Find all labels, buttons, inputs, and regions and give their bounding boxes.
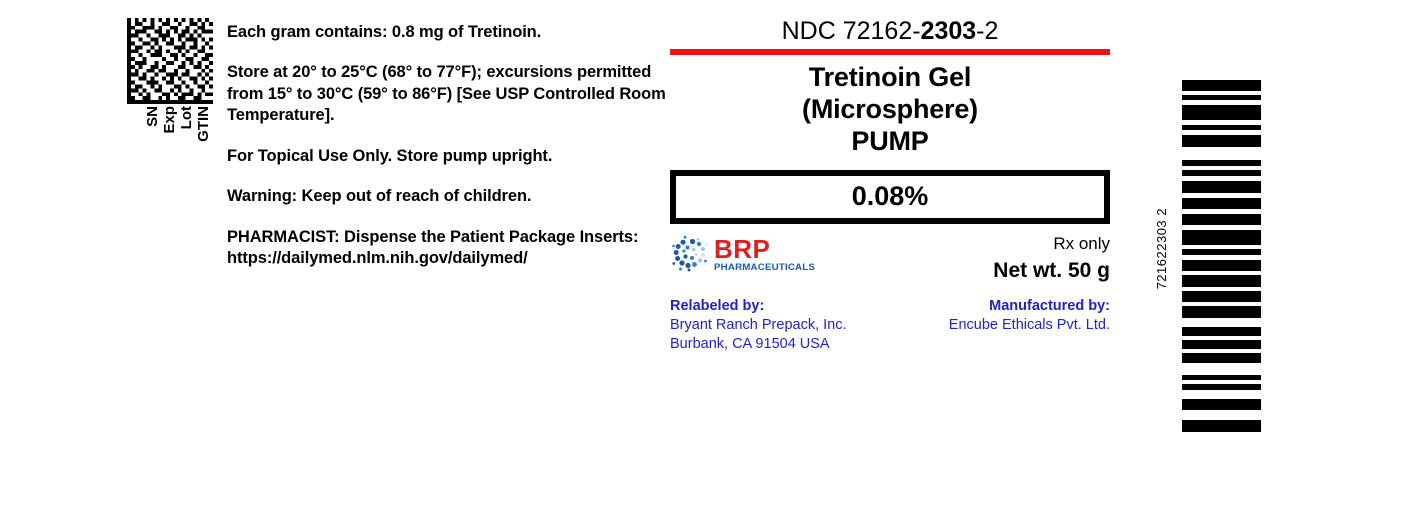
- manufacturer-block: Manufactured by: Encube Ethicals Pvt. Lt…: [949, 297, 1110, 354]
- brp-dots-icon: [672, 235, 708, 272]
- dm-label-sn: SN: [144, 106, 161, 127]
- address-row: Relabeled by: Bryant Ranch Prepack, Inc.…: [670, 297, 1110, 354]
- barcode-human-readable-text: 721622303 2: [1154, 208, 1169, 290]
- strength-box: 0.08%: [670, 169, 1110, 224]
- product-name-line-1: Tretinoin Gel: [808, 62, 972, 93]
- brp-logo-subtitle: PHARMACEUTICALS: [714, 261, 816, 273]
- strength-value: 0.08%: [851, 181, 929, 212]
- principal-display-panel: NDC 72162-2303-2 Tretinoin Gel (Microsph…: [670, 18, 1110, 354]
- ndc-number: NDC 72162-2303-2: [670, 18, 1110, 44]
- product-name-line-3: PUMP: [851, 125, 929, 156]
- product-name: Tretinoin Gel (Microsphere) PUMP: [670, 62, 1110, 158]
- brp-logo: BRP PHARMACEUTICALS: [672, 233, 816, 273]
- relabeler-name: Bryant Ranch Prepack, Inc.: [670, 316, 847, 333]
- relabeler-address: Burbank, CA 91504 USA: [670, 336, 830, 353]
- ndc-prefix: NDC 72162-: [781, 17, 921, 45]
- relabeler-block: Relabeled by: Bryant Ranch Prepack, Inc.…: [670, 297, 847, 354]
- ndc-product-code: 2303: [920, 17, 977, 45]
- ingredient-statement: Each gram contains: 0.8 mg of Tretinoin.: [227, 23, 542, 41]
- red-divider-rule: [670, 49, 1110, 56]
- datamatrix-barcode-icon: [127, 18, 213, 104]
- warning-statement: Warning: Keep out of reach of children.: [227, 187, 532, 206]
- brp-logo-name: BRP: [714, 233, 771, 264]
- manufacturer-name: Encube Ethicals Pvt. Ltd.: [948, 316, 1110, 333]
- usage-statement: For Topical Use Only. Store pump upright…: [227, 146, 553, 165]
- left-information-text: Each gram contains: 0.8 mg of Tretinoin.…: [227, 22, 667, 270]
- dm-label-gtin: GTIN: [195, 106, 212, 142]
- pharmacist-statement: PHARMACIST: Dispense the Patient Package…: [227, 227, 639, 268]
- manufactured-by-heading: Manufactured by:: [989, 297, 1110, 314]
- rx-and-net-weight: Rx only Net wt. 50 g: [993, 233, 1110, 283]
- ndc-package-code: -2: [976, 17, 999, 45]
- relabeled-by-heading: Relabeled by:: [670, 297, 765, 314]
- rx-only-text: Rx only: [1053, 233, 1110, 253]
- datamatrix-field-labels: GTIN Lot Exp SN: [127, 106, 213, 178]
- product-name-line-2: (Microsphere): [802, 94, 978, 125]
- net-weight-text: Net wt. 50 g: [993, 258, 1110, 282]
- logo-and-quantity-row: BRP PHARMACEUTICALS Rx only Net wt. 50 g: [670, 233, 1110, 293]
- datamatrix-block: GTIN Lot Exp SN: [127, 18, 213, 178]
- storage-statement: Store at 20° to 25°C (68° to 77°F); excu…: [227, 63, 666, 125]
- linear-barcode-block: 721622303 2: [1154, 80, 1275, 432]
- linear-barcode-icon: [1182, 80, 1261, 432]
- dm-label-exp: Exp: [161, 106, 178, 134]
- dm-label-lot: Lot: [178, 106, 195, 130]
- brp-logo-wordmark: BRP PHARMACEUTICALS: [714, 233, 816, 273]
